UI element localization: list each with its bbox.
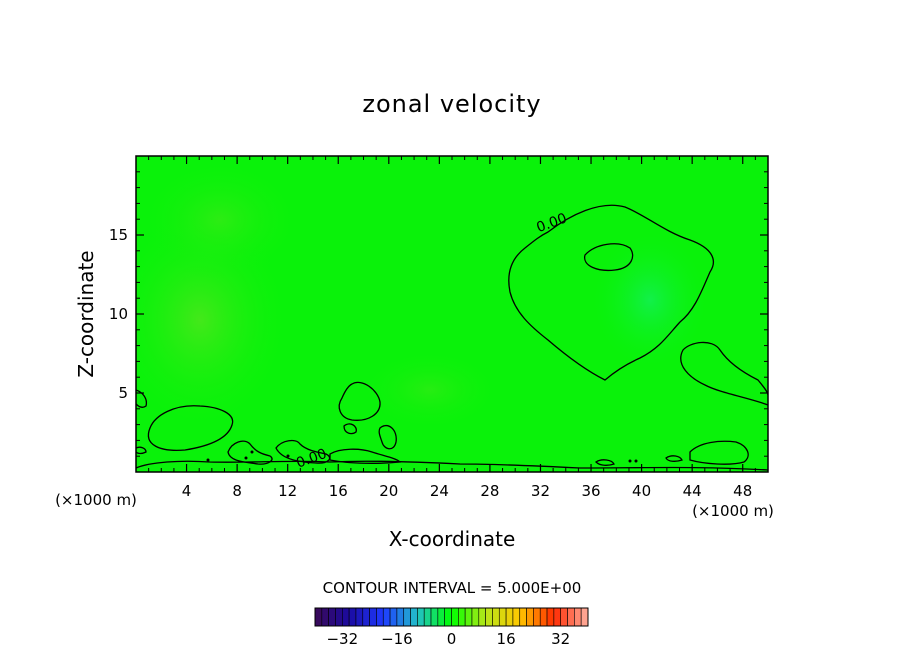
colorbar xyxy=(314,607,589,627)
contour-line-center-cell xyxy=(338,381,381,421)
contour-line-bottom-squiggle-2 xyxy=(275,439,331,464)
colorbar-segment xyxy=(567,607,575,627)
contour-line-large-right xyxy=(508,204,714,381)
colorbar-segment xyxy=(369,607,377,627)
colorbar-segment xyxy=(376,607,384,627)
colorbar-segment xyxy=(533,607,541,627)
x-tick-label: 28 xyxy=(480,482,499,500)
colorbar-tick-label: 0 xyxy=(447,630,457,648)
shading-blob-top-left xyxy=(140,160,300,280)
contour-line-bottom-squiggle-3 xyxy=(329,448,402,464)
colorbar-tick-label: −32 xyxy=(326,630,358,648)
x-tick-label: 20 xyxy=(379,482,398,500)
colorbar-segment xyxy=(389,607,398,627)
x-unit-right: (×1000 m) xyxy=(692,502,774,520)
colorbar-tick-label: 16 xyxy=(497,630,516,648)
x-unit-left: (×1000 m) xyxy=(55,491,137,509)
colorbar-segment xyxy=(553,607,561,627)
colorbar-segment xyxy=(396,607,405,627)
contour-dot xyxy=(250,450,254,454)
colorbar-segment xyxy=(471,607,480,627)
colorbar-segment xyxy=(478,607,486,627)
colorbar-segment xyxy=(526,607,534,627)
colorbar-frame xyxy=(314,607,589,627)
colorbar-segment xyxy=(355,607,364,627)
contour-line-bottom-right-1 xyxy=(594,459,615,466)
colorbar-segment xyxy=(498,607,507,627)
colorbar-segment xyxy=(546,607,555,627)
colorbar-segment xyxy=(519,607,527,627)
x-tick-label: 36 xyxy=(581,482,600,500)
colorbar-ticks: −32 −16 0 16 32 xyxy=(326,630,570,648)
colorbar-segment xyxy=(451,607,459,627)
colorbar-segment xyxy=(430,607,439,627)
colorbar-segment xyxy=(574,607,582,627)
x-tick-label: 32 xyxy=(531,482,550,500)
colorbar-segment xyxy=(403,607,411,627)
colorbar-segment xyxy=(560,607,568,627)
x-tick-label: 24 xyxy=(430,482,449,500)
colorbar-tick-label: 32 xyxy=(551,630,570,648)
plot-area: 0.000.00 xyxy=(135,155,769,473)
colorbar-segment xyxy=(314,607,323,627)
colorbar-segment xyxy=(417,607,425,627)
shading-blob-bottom-center xyxy=(360,350,500,430)
colorbar-segment xyxy=(335,607,343,627)
colorbar-segment xyxy=(382,607,391,627)
colorbar-segment xyxy=(512,607,521,627)
chart-title: zonal velocity xyxy=(362,90,541,118)
colorbar-segment xyxy=(348,607,357,627)
y-tick-label: 5 xyxy=(118,384,128,402)
x-tick-label: 40 xyxy=(632,482,651,500)
contour-dots xyxy=(206,450,638,463)
contour-line-left-bottom-edge xyxy=(136,446,147,455)
colorbar-segment xyxy=(328,607,336,627)
contour-line-small-inner xyxy=(584,243,634,272)
x-tick-label: 8 xyxy=(232,482,242,500)
contour-interval-text: CONTOUR INTERVAL = 5.000E+00 xyxy=(323,579,582,597)
colorbar-segment xyxy=(458,607,466,627)
x-axis-label: X-coordinate xyxy=(389,527,516,551)
contour-line-right-lobe xyxy=(680,341,768,406)
contour-line-left-cell xyxy=(147,405,234,451)
shading-blob-right xyxy=(590,230,710,370)
colorbar-segment xyxy=(341,607,350,627)
contour-dot xyxy=(206,458,210,462)
x-tick-label: 12 xyxy=(278,482,297,500)
x-axis-ticks: 4 8 12 16 20 24 28 32 36 40 44 48 xyxy=(148,156,756,500)
x-tick-label: 4 xyxy=(182,482,192,500)
x-tick-label: 44 xyxy=(683,482,702,500)
contour-line-center-small xyxy=(343,423,357,435)
x-tick-label: 16 xyxy=(329,482,348,500)
contour-line-bottom-right-3 xyxy=(689,440,749,465)
contour-dot xyxy=(628,459,632,463)
contour-line-bottom-right-2 xyxy=(665,455,683,462)
y-axis-label: Z-coordinate xyxy=(74,250,98,377)
contour-dot xyxy=(634,459,638,463)
colorbar-segment xyxy=(362,607,370,627)
colorbar-segment xyxy=(444,607,452,627)
y-axis-ticks: 5 10 15 xyxy=(109,171,768,457)
colorbar-segment xyxy=(410,607,418,627)
colorbar-segment xyxy=(464,607,473,627)
colorbar-segment xyxy=(437,607,445,627)
contour-line-bottom-squiggle-1 xyxy=(227,440,273,465)
colorbar-segment xyxy=(321,607,329,627)
contour-dot xyxy=(244,456,248,460)
colorbar-segment xyxy=(485,607,493,627)
x-tick-label: 48 xyxy=(733,482,752,500)
contour-line-bottom-band xyxy=(136,460,768,471)
colorbar-segment xyxy=(539,607,548,627)
colorbar-tick-label: −16 xyxy=(381,630,413,648)
contour-lines xyxy=(136,204,768,471)
y-tick-label: 15 xyxy=(109,226,128,244)
y-tick-label: 10 xyxy=(109,305,128,323)
colorbar-segment xyxy=(505,607,514,627)
contour-dot xyxy=(286,454,290,458)
contour-line-center-right-small xyxy=(378,424,397,450)
colorbar-segment xyxy=(423,607,432,627)
colorbar-segment xyxy=(580,607,589,627)
colorbar-segment xyxy=(492,607,500,627)
